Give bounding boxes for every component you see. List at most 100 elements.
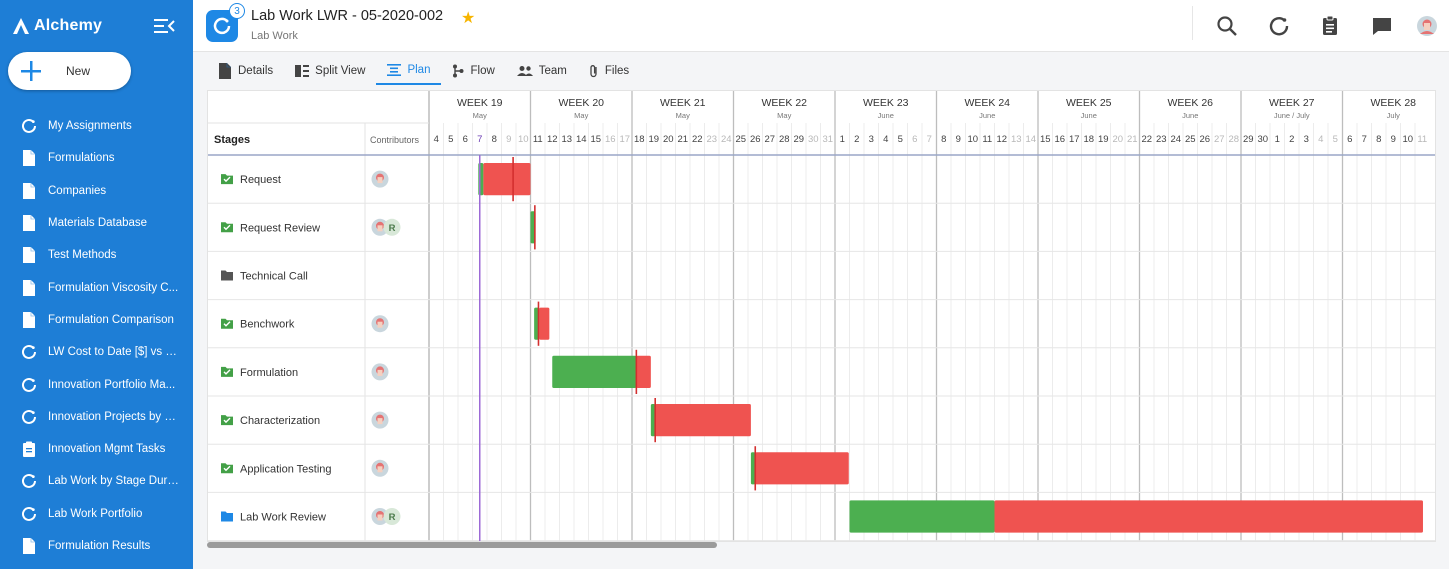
new-button[interactable]: New <box>8 52 131 90</box>
refresh-icon <box>21 377 37 393</box>
user-avatar-icon[interactable] <box>1415 14 1439 38</box>
week-month-label: May <box>574 111 588 120</box>
day-label: 11 <box>982 134 992 145</box>
tab-team[interactable]: Team <box>506 56 578 85</box>
sidebar-item-materials-database[interactable]: Materials Database <box>0 207 193 239</box>
refresh-icon[interactable] <box>1267 14 1291 38</box>
tab-flow[interactable]: Flow <box>441 56 505 85</box>
chat-icon[interactable] <box>1370 14 1394 38</box>
sidebar-item-formulation-results[interactable]: Formulation Results <box>0 530 193 562</box>
sidebar-item-lab-work-portfolio[interactable]: Lab Work Portfolio <box>0 498 193 530</box>
collapse-menu-icon[interactable] <box>152 16 176 36</box>
sidebar-item-label: Formulation Results <box>48 540 151 552</box>
tab-details[interactable]: Details <box>207 56 284 85</box>
day-label: 29 <box>1243 134 1254 145</box>
week-month-label: June <box>1081 111 1097 120</box>
sidebar-item-label: Companies <box>48 184 107 197</box>
tab-label: Split View <box>315 64 366 77</box>
day-label: 5 <box>1333 134 1338 145</box>
day-label: 10 <box>967 134 978 145</box>
gantt-bar-complete[interactable] <box>750 452 756 485</box>
gantt-bar-remaining[interactable] <box>483 163 531 196</box>
gantt-bar-remaining[interactable] <box>755 452 849 485</box>
check-icon <box>223 321 231 327</box>
sidebar-item-label: Lab Work Portfolio <box>48 507 143 520</box>
tab-plan[interactable]: Plan <box>376 56 442 85</box>
day-label: 9 <box>506 134 511 145</box>
brand[interactable]: Alchemy <box>12 14 102 38</box>
refresh-icon <box>21 506 37 522</box>
search-icon[interactable] <box>1215 14 1239 38</box>
day-label: 20 <box>1112 134 1123 145</box>
contributor-initial-avatar[interactable] <box>383 508 401 525</box>
document-icon <box>21 215 37 232</box>
avatar-face <box>377 514 383 521</box>
day-label: 30 <box>1257 134 1268 145</box>
sidebar-item-formulations[interactable]: Formulations <box>0 142 193 174</box>
sidebar-item-label: Innovation Portfolio Ma... <box>48 378 176 391</box>
gantt-bar-remaining[interactable] <box>655 404 751 437</box>
gantt-bar-remaining[interactable] <box>539 307 550 340</box>
flow-icon <box>452 64 464 78</box>
sidebar-item-lw-cost-to-date-vs-e[interactable]: LW Cost to Date [$] vs E... <box>0 336 193 368</box>
stage-name: Application Testing <box>240 463 332 475</box>
sidebar-item-innovation-portfolio-ma[interactable]: Innovation Portfolio Ma... <box>0 368 193 400</box>
stage-name: Request <box>240 174 281 186</box>
day-label: 31 <box>822 134 833 145</box>
avatar-face <box>377 321 383 328</box>
sidebar-item-innovation-mgmt-tasks[interactable]: Innovation Mgmt Tasks <box>0 433 193 465</box>
gantt-bar-remaining[interactable] <box>994 500 1423 533</box>
clipboard-icon[interactable] <box>1318 14 1342 38</box>
tab-files[interactable]: Files <box>578 56 640 85</box>
sidebar-item-test-methods[interactable]: Test Methods <box>0 239 193 271</box>
day-label: 10 <box>1402 134 1413 145</box>
sidebar-item-innovation-projects-by-l[interactable]: Innovation Projects by L... <box>0 401 193 433</box>
sidebar-item-label: My Assignments <box>48 120 132 133</box>
gantt-bar-complete[interactable] <box>849 500 995 533</box>
day-label: 13 <box>561 134 572 145</box>
sidebar-item-label: Test Methods <box>48 249 117 262</box>
day-label: 2 <box>1289 134 1294 145</box>
day-label: 9 <box>956 134 961 145</box>
sidebar-item-formulation-viscosity-c[interactable]: Formulation Viscosity C... <box>0 271 193 303</box>
stage-name: Lab Work Review <box>240 512 326 524</box>
document-icon <box>21 538 37 554</box>
week-label: WEEK 19 <box>457 97 503 109</box>
split-view-icon <box>295 64 310 77</box>
day-label: 19 <box>1098 134 1109 145</box>
contributor-initial-avatar[interactable] <box>383 218 401 236</box>
day-label: 21 <box>1127 134 1138 145</box>
week-label: WEEK 21 <box>660 97 706 109</box>
horizontal-scrollbar[interactable] <box>207 542 717 548</box>
avatar-face <box>377 369 383 376</box>
sidebar: Alchemy New My Assignments Formulations Co… <box>0 0 193 569</box>
day-label: 8 <box>1376 134 1381 145</box>
day-label: 7 <box>927 134 932 145</box>
document-icon <box>21 279 37 296</box>
tab-split-view[interactable]: Split View <box>284 56 376 85</box>
gantt-bar-complete[interactable] <box>650 404 656 437</box>
sidebar-item-companies[interactable]: Companies <box>0 175 193 207</box>
new-button-label: New <box>66 64 91 78</box>
sidebar-item-lab-work-by-stage-dura[interactable]: Lab Work by Stage Dura... <box>0 465 193 497</box>
gantt-bar-complete[interactable] <box>552 355 637 388</box>
folder-icon <box>221 318 233 329</box>
day-label: 10 <box>518 134 529 145</box>
favorite-star-icon[interactable]: ★ <box>461 10 476 27</box>
sidebar-item-my-assignments[interactable]: My Assignments <box>0 110 193 142</box>
day-label: 23 <box>1156 134 1167 145</box>
contributors-header: Contributors <box>370 135 420 145</box>
day-label: 6 <box>463 134 468 145</box>
stage-name: Benchwork <box>240 319 295 331</box>
day-label: 28 <box>779 134 790 145</box>
day-label: 24 <box>1170 134 1181 145</box>
week-month-label: May <box>777 111 791 120</box>
tab-label: Team <box>538 64 567 77</box>
week-label: WEEK 25 <box>1066 97 1112 109</box>
paperclip-icon <box>589 64 599 78</box>
sidebar-item-formulation-comparison[interactable]: Formulation Comparison <box>0 304 193 336</box>
page-title: Lab Work LWR - 05-2020-002 <box>251 8 444 24</box>
week-label: WEEK 28 <box>1370 97 1416 109</box>
day-label: 4 <box>883 134 888 145</box>
gantt-bar-remaining[interactable] <box>636 355 651 388</box>
